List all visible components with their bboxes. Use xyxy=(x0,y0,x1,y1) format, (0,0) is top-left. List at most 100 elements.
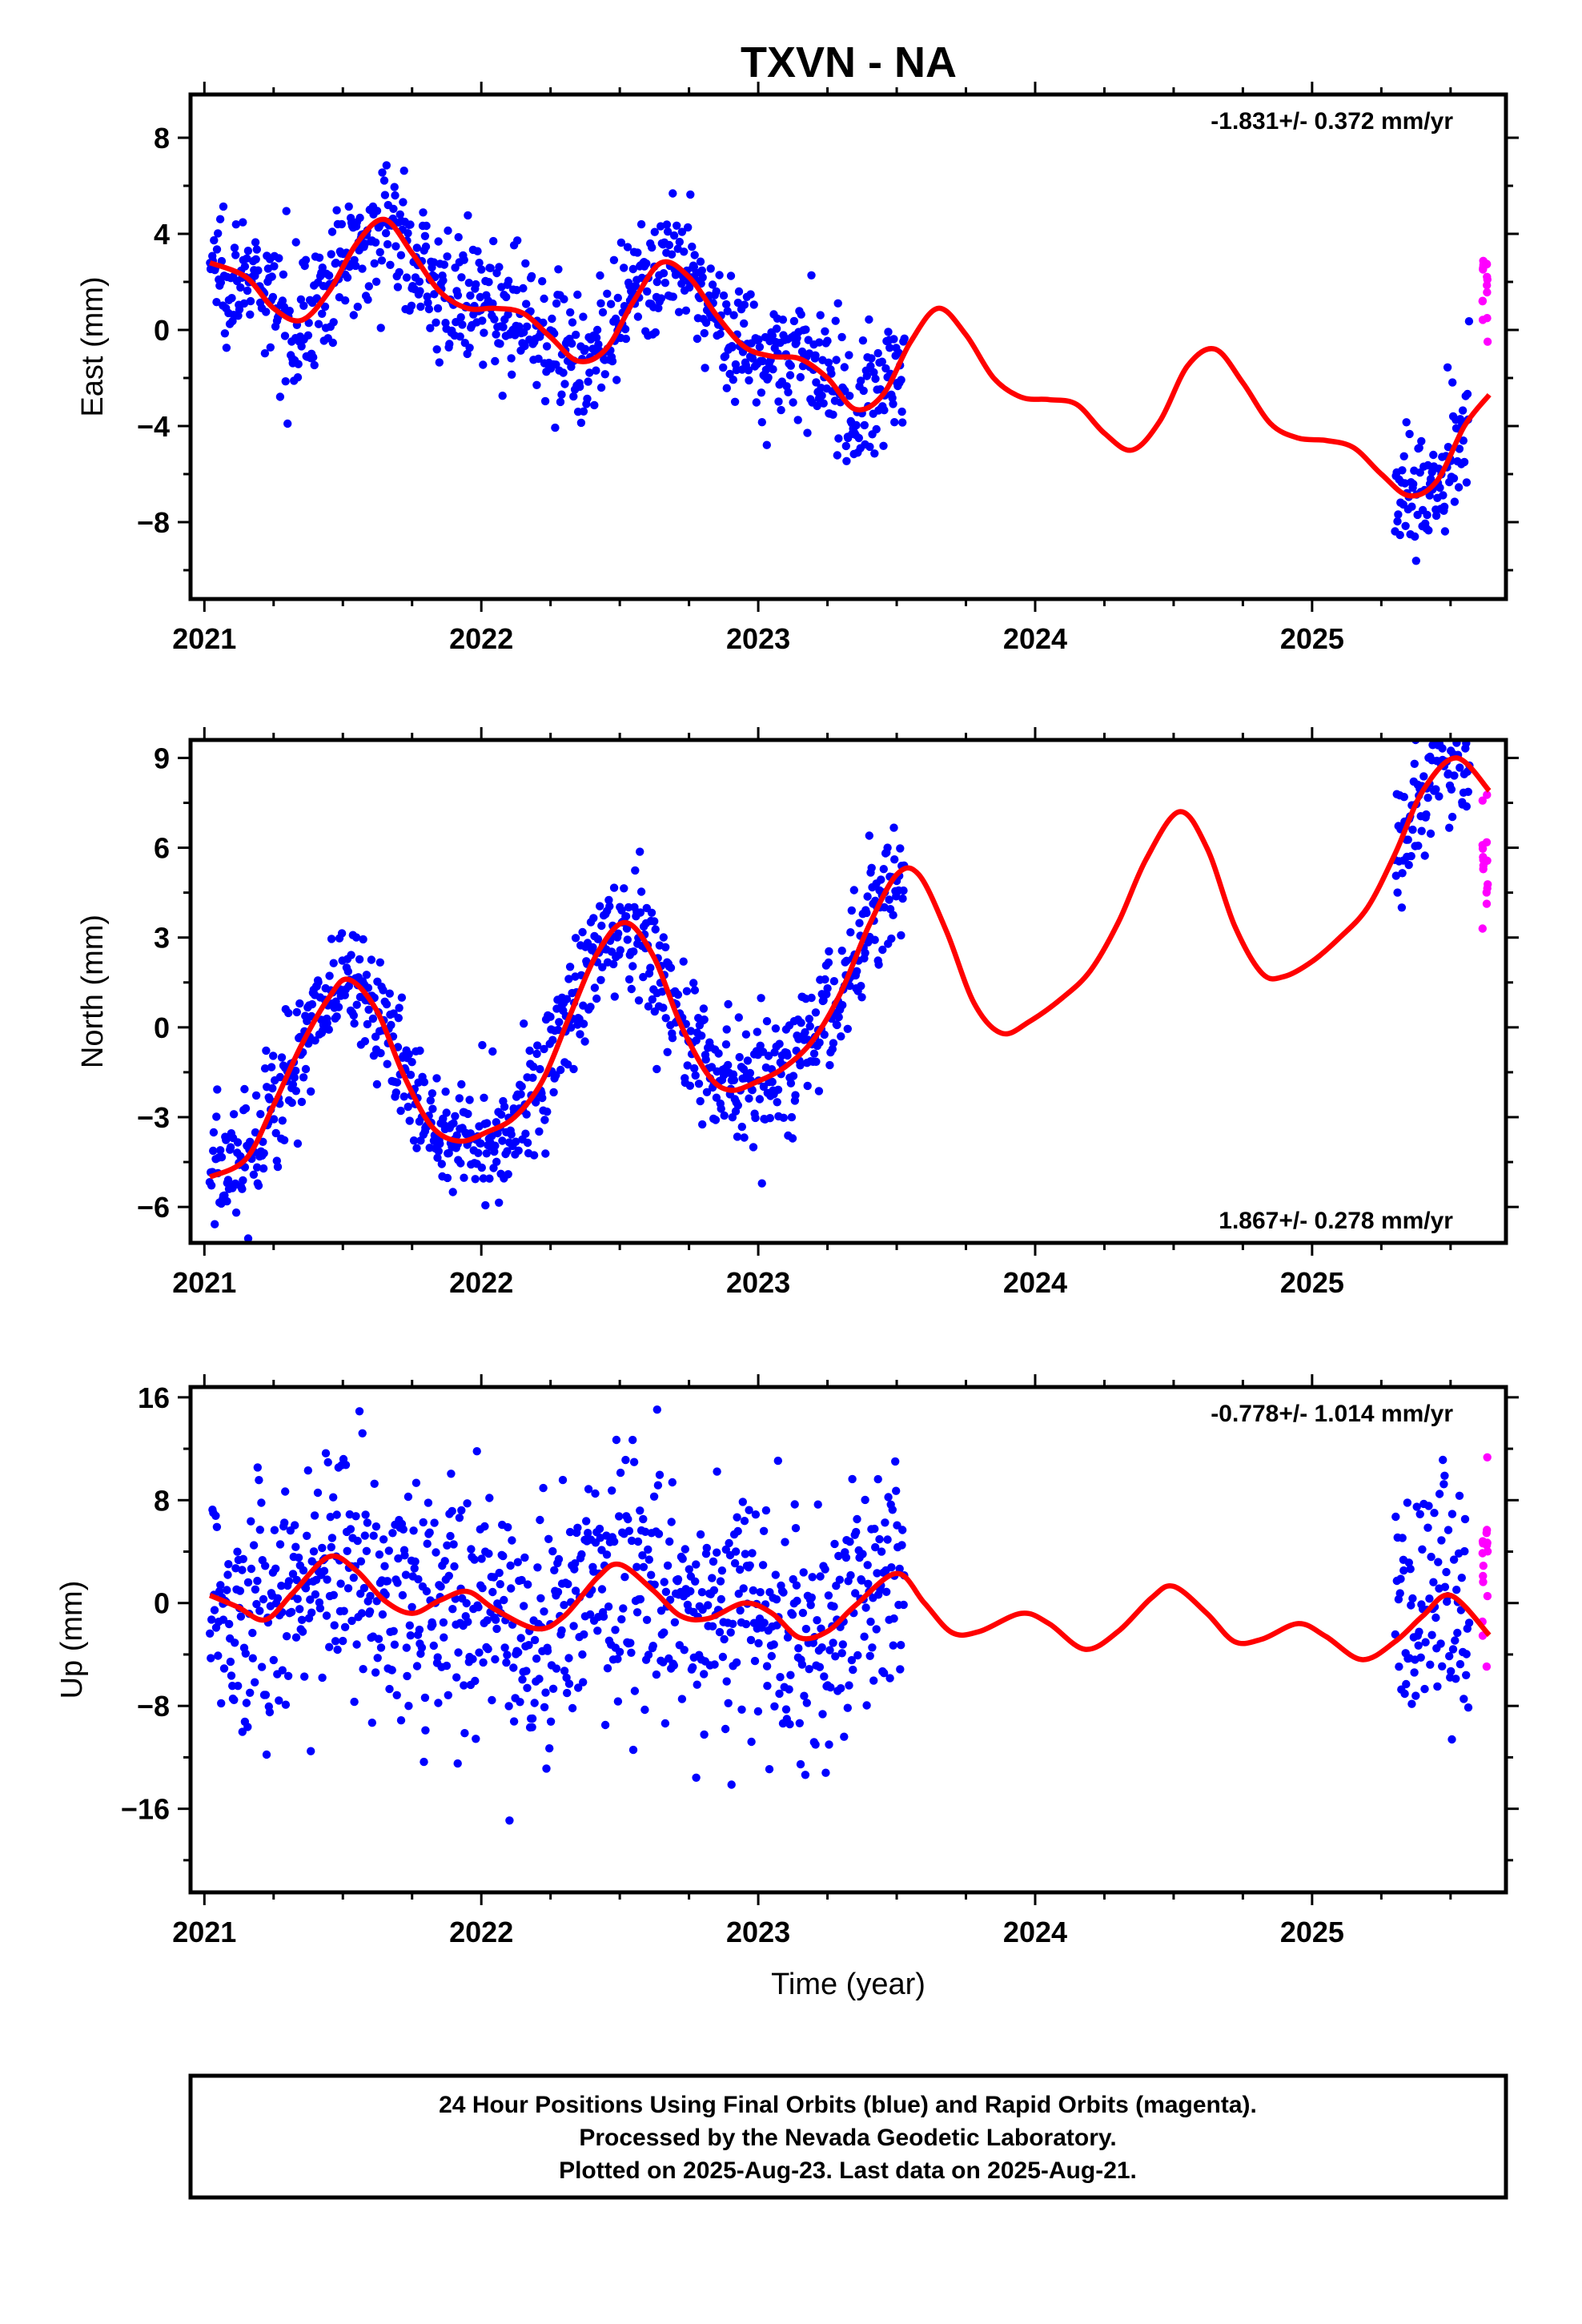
final-orbit-point xyxy=(652,1670,661,1679)
final-orbit-point xyxy=(239,218,247,227)
final-orbit-point xyxy=(376,1048,385,1058)
final-orbit-point xyxy=(514,1146,523,1156)
final-orbit-point xyxy=(444,1571,453,1581)
final-orbit-point xyxy=(546,1012,555,1021)
final-orbit-point xyxy=(343,967,352,976)
final-orbit-point xyxy=(314,320,323,328)
final-orbit-point xyxy=(391,1088,400,1097)
final-orbit-point xyxy=(483,1616,492,1625)
final-orbit-point xyxy=(522,1110,531,1119)
final-orbit-point xyxy=(530,1699,539,1707)
rapid-orbit-point xyxy=(1482,838,1492,847)
final-orbit-point xyxy=(860,1632,869,1641)
final-orbit-point xyxy=(779,1113,788,1123)
final-orbit-point xyxy=(557,1626,566,1635)
final-orbit-point xyxy=(678,1554,687,1563)
final-orbit-point xyxy=(408,1602,416,1612)
final-orbit-point xyxy=(779,1588,788,1597)
final-orbit-point xyxy=(881,364,890,373)
final-orbit-point xyxy=(647,1570,656,1579)
final-orbit-point xyxy=(774,397,783,406)
final-orbit-point xyxy=(206,1629,215,1638)
final-orbit-point xyxy=(303,1466,312,1475)
final-orbit-point xyxy=(706,264,715,273)
final-orbit-point xyxy=(453,291,463,300)
final-orbit-point xyxy=(380,191,390,199)
final-orbit-point xyxy=(392,1078,402,1087)
final-orbit-point xyxy=(673,221,681,230)
final-orbit-point xyxy=(422,1586,432,1596)
final-orbit-point xyxy=(443,252,452,261)
final-orbit-point xyxy=(224,1560,233,1569)
final-orbit-point xyxy=(824,1591,833,1600)
final-orbit-point xyxy=(478,1040,487,1050)
final-orbit-point xyxy=(304,1039,313,1048)
final-orbit-point xyxy=(259,1148,268,1158)
final-orbit-point xyxy=(568,339,576,348)
final-orbit-point xyxy=(862,1701,871,1710)
final-orbit-point xyxy=(297,1097,307,1107)
final-orbit-point xyxy=(772,324,781,333)
final-orbit-point xyxy=(1411,532,1419,541)
final-orbit-point xyxy=(617,1614,626,1624)
final-orbit-point xyxy=(363,1019,372,1029)
final-orbit-point xyxy=(364,282,373,291)
final-orbit-point xyxy=(685,283,694,292)
final-orbit-point xyxy=(897,1541,906,1550)
final-orbit-point xyxy=(504,310,512,319)
final-orbit-point xyxy=(464,1109,472,1119)
final-orbit-point xyxy=(827,369,836,378)
final-orbit-point xyxy=(864,1579,873,1589)
final-orbit-point xyxy=(746,1635,756,1645)
final-orbit-point xyxy=(502,1658,511,1667)
final-orbit-point xyxy=(495,1198,504,1208)
final-orbit-point xyxy=(890,418,899,427)
final-orbit-point xyxy=(456,1159,465,1168)
final-orbit-point xyxy=(1458,406,1468,415)
x-tick-label: 2024 xyxy=(1003,1916,1067,1948)
final-orbit-point xyxy=(357,1609,367,1618)
rapid-orbit-point xyxy=(1478,297,1488,306)
rate-label: 1.867+/- 0.278 mm/yr xyxy=(1219,1208,1453,1234)
final-orbit-point xyxy=(569,1064,578,1074)
final-orbit-point xyxy=(430,290,439,299)
final-orbit-point xyxy=(757,994,765,1003)
final-orbit-point xyxy=(1464,787,1473,796)
final-orbit-point xyxy=(700,328,709,338)
final-orbit-point xyxy=(852,420,861,430)
final-orbit-point xyxy=(853,967,861,976)
final-orbit-point xyxy=(457,1080,466,1089)
final-orbit-point xyxy=(1434,1558,1443,1566)
final-orbit-point xyxy=(329,1590,338,1600)
final-orbit-point xyxy=(517,1082,526,1091)
final-orbit-point xyxy=(552,1664,561,1673)
final-orbit-point xyxy=(291,1066,300,1076)
final-orbit-point xyxy=(1407,502,1416,511)
final-orbit-point xyxy=(495,1568,504,1578)
final-orbit-point xyxy=(1425,1594,1434,1603)
final-orbit-point xyxy=(436,1582,445,1591)
final-orbit-point xyxy=(889,1614,898,1623)
final-orbit-point xyxy=(785,371,795,380)
final-orbit-point xyxy=(837,1032,845,1041)
final-orbit-point xyxy=(845,392,854,400)
final-orbit-point xyxy=(847,906,857,915)
final-orbit-point xyxy=(624,1526,634,1535)
final-orbit-point xyxy=(1429,723,1437,731)
final-orbit-point xyxy=(455,1094,464,1103)
final-orbit-point xyxy=(332,206,341,215)
plot-area xyxy=(206,1405,1492,1825)
final-orbit-point xyxy=(845,1681,853,1690)
final-orbit-point xyxy=(252,1163,262,1172)
final-orbit-point xyxy=(399,198,408,207)
final-orbit-point xyxy=(1464,1618,1474,1627)
final-orbit-point xyxy=(697,1031,706,1040)
final-orbit-point xyxy=(279,1136,289,1145)
final-orbit-point xyxy=(740,1517,749,1526)
final-orbit-point xyxy=(885,344,894,352)
final-orbit-point xyxy=(540,1116,549,1124)
final-orbit-point xyxy=(803,428,812,437)
final-orbit-point xyxy=(463,1499,472,1508)
final-orbit-point xyxy=(722,1025,731,1034)
final-orbit-point xyxy=(1416,1653,1425,1662)
